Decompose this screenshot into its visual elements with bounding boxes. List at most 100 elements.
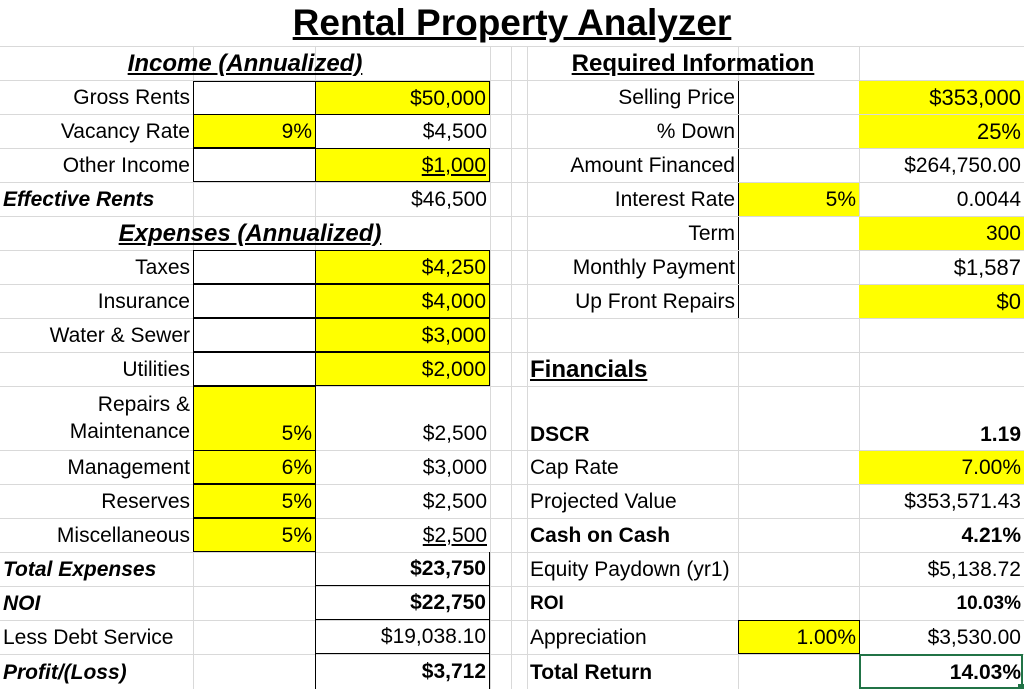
gridline xyxy=(0,284,1024,285)
gridline xyxy=(0,182,1024,183)
gridline xyxy=(490,46,491,689)
utilities-pct-cell[interactable] xyxy=(193,352,316,386)
pct-down-pct-cell[interactable] xyxy=(738,115,859,148)
appreciation-label: Appreciation xyxy=(530,626,647,649)
effective-rents-value[interactable]: $46,500 xyxy=(411,188,487,211)
insurance-label: Insurance xyxy=(97,290,190,313)
appreciation-pct[interactable]: 1.00% xyxy=(738,620,860,654)
gridline xyxy=(0,80,1024,81)
cap-rate-value[interactable]: 7.00% xyxy=(859,451,1024,484)
dscr-value[interactable]: 1.19 xyxy=(980,423,1021,446)
gridline xyxy=(0,518,1024,519)
term-pct-cell[interactable] xyxy=(738,217,859,250)
misc-label: Miscellaneous xyxy=(56,524,190,547)
selling-price-pct-cell[interactable] xyxy=(738,81,859,114)
projected-value-value[interactable]: $353,571.43 xyxy=(904,490,1021,513)
dscr-label: DSCR xyxy=(530,423,590,446)
debt-service-value[interactable]: $19,038.10 xyxy=(315,620,490,654)
gridline xyxy=(859,46,860,689)
up-front-repairs-pct-cell[interactable] xyxy=(738,285,859,318)
noi-label: NOI xyxy=(3,592,41,615)
reserves-label: Reserves xyxy=(101,490,190,513)
total-return-label: Total Return xyxy=(530,660,653,684)
profit-label: Profit/(Loss) xyxy=(3,660,127,684)
roi-value[interactable]: 10.03% xyxy=(956,593,1021,614)
gridline xyxy=(0,654,1024,655)
insurance-value[interactable]: $4,000 xyxy=(315,284,490,318)
up-front-repairs-value[interactable]: $0 xyxy=(859,285,1024,318)
interest-rate-label: Interest Rate xyxy=(614,188,735,211)
effective-rents-label: Effective Rents xyxy=(3,188,155,211)
interest-rate-monthly[interactable]: 0.0044 xyxy=(956,188,1021,211)
other-income-pct-cell[interactable] xyxy=(193,148,316,182)
gridline xyxy=(0,148,1024,149)
vacancy-rate-pct[interactable]: 9% xyxy=(193,114,316,148)
selling-price-value[interactable]: $353,000 xyxy=(859,81,1024,114)
repairs-pct[interactable]: 5% xyxy=(193,386,316,451)
gridline xyxy=(0,484,1024,485)
up-front-repairs-label: Up Front Repairs xyxy=(575,290,735,313)
total-expenses-label: Total Expenses xyxy=(3,558,157,581)
utilities-value[interactable]: $2,000 xyxy=(315,352,490,386)
amount-financed-pct-cell[interactable] xyxy=(738,149,859,182)
active-cell-selection[interactable] xyxy=(859,654,1023,689)
taxes-label: Taxes xyxy=(135,256,190,279)
repairs-label: Repairs & Maintenance xyxy=(0,386,193,450)
repairs-label-line2: Maintenance xyxy=(69,420,190,443)
insurance-pct-cell[interactable] xyxy=(193,284,316,318)
vacancy-rate-label: Vacancy Rate xyxy=(60,120,190,143)
noi-value[interactable]: $22,750 xyxy=(315,586,490,620)
equity-paydown-value[interactable]: $5,138.72 xyxy=(927,558,1021,581)
monthly-payment-value[interactable]: $1,587 xyxy=(953,254,1021,280)
utilities-label: Utilities xyxy=(122,358,190,381)
pct-down-value[interactable]: 25% xyxy=(859,115,1024,148)
profit-value[interactable]: $3,712 xyxy=(315,654,490,689)
equity-paydown-label: Equity Paydown (yr1) xyxy=(530,558,730,581)
taxes-pct-cell[interactable] xyxy=(193,250,316,284)
gridline xyxy=(0,216,1024,217)
vacancy-rate-value[interactable]: $4,500 xyxy=(422,120,487,143)
term-value[interactable]: 300 xyxy=(859,217,1024,250)
gridline xyxy=(0,318,1024,319)
monthly-payment-pct-cell[interactable] xyxy=(738,251,859,284)
water-sewer-value[interactable]: $3,000 xyxy=(315,318,490,352)
misc-pct[interactable]: 5% xyxy=(193,518,316,552)
gridline xyxy=(0,250,1024,251)
other-income-label: Other Income xyxy=(62,154,190,177)
misc-value[interactable]: $2,500 xyxy=(422,524,487,547)
fill-handle[interactable] xyxy=(1018,684,1024,689)
management-pct[interactable]: 6% xyxy=(193,450,316,484)
gridline xyxy=(0,114,1024,115)
roi-label: ROI xyxy=(530,593,564,614)
gridline xyxy=(0,46,1024,47)
gridline xyxy=(0,552,1024,553)
income-header: Income (Annualized) xyxy=(127,49,363,77)
gridline xyxy=(0,620,1024,621)
gridline xyxy=(511,46,512,689)
appreciation-value[interactable]: $3,530.00 xyxy=(927,626,1021,649)
gross-rents-value[interactable]: $50,000 xyxy=(315,81,490,115)
cash-on-cash-value[interactable]: 4.21% xyxy=(961,524,1021,547)
repairs-label-line1: Repairs & xyxy=(97,393,190,416)
debt-service-label: Less Debt Service xyxy=(3,626,174,649)
taxes-value[interactable]: $4,250 xyxy=(315,250,490,284)
management-value[interactable]: $3,000 xyxy=(422,456,487,479)
total-return-value[interactable]: 14.03% xyxy=(949,660,1021,684)
gridline xyxy=(0,450,1024,451)
projected-value-label: Projected Value xyxy=(530,490,677,513)
pct-down-label: % Down xyxy=(656,120,735,143)
reserves-pct[interactable]: 5% xyxy=(193,484,316,518)
reserves-value[interactable]: $2,500 xyxy=(422,490,487,513)
gross-rents-label: Gross Rents xyxy=(73,86,190,109)
interest-rate-pct[interactable]: 5% xyxy=(738,183,859,216)
gridline xyxy=(0,386,1024,387)
total-expenses-value[interactable]: $23,750 xyxy=(315,552,490,586)
financials-header: Financials xyxy=(530,355,648,383)
amount-financed-value[interactable]: $264,750.00 xyxy=(904,154,1021,177)
other-income-value[interactable]: $1,000 xyxy=(315,148,490,182)
water-sewer-pct-cell[interactable] xyxy=(193,318,316,352)
amount-financed-label: Amount Financed xyxy=(570,154,735,177)
repairs-value[interactable]: $2,500 xyxy=(422,422,487,445)
gross-rents-pct-cell[interactable] xyxy=(193,81,316,115)
